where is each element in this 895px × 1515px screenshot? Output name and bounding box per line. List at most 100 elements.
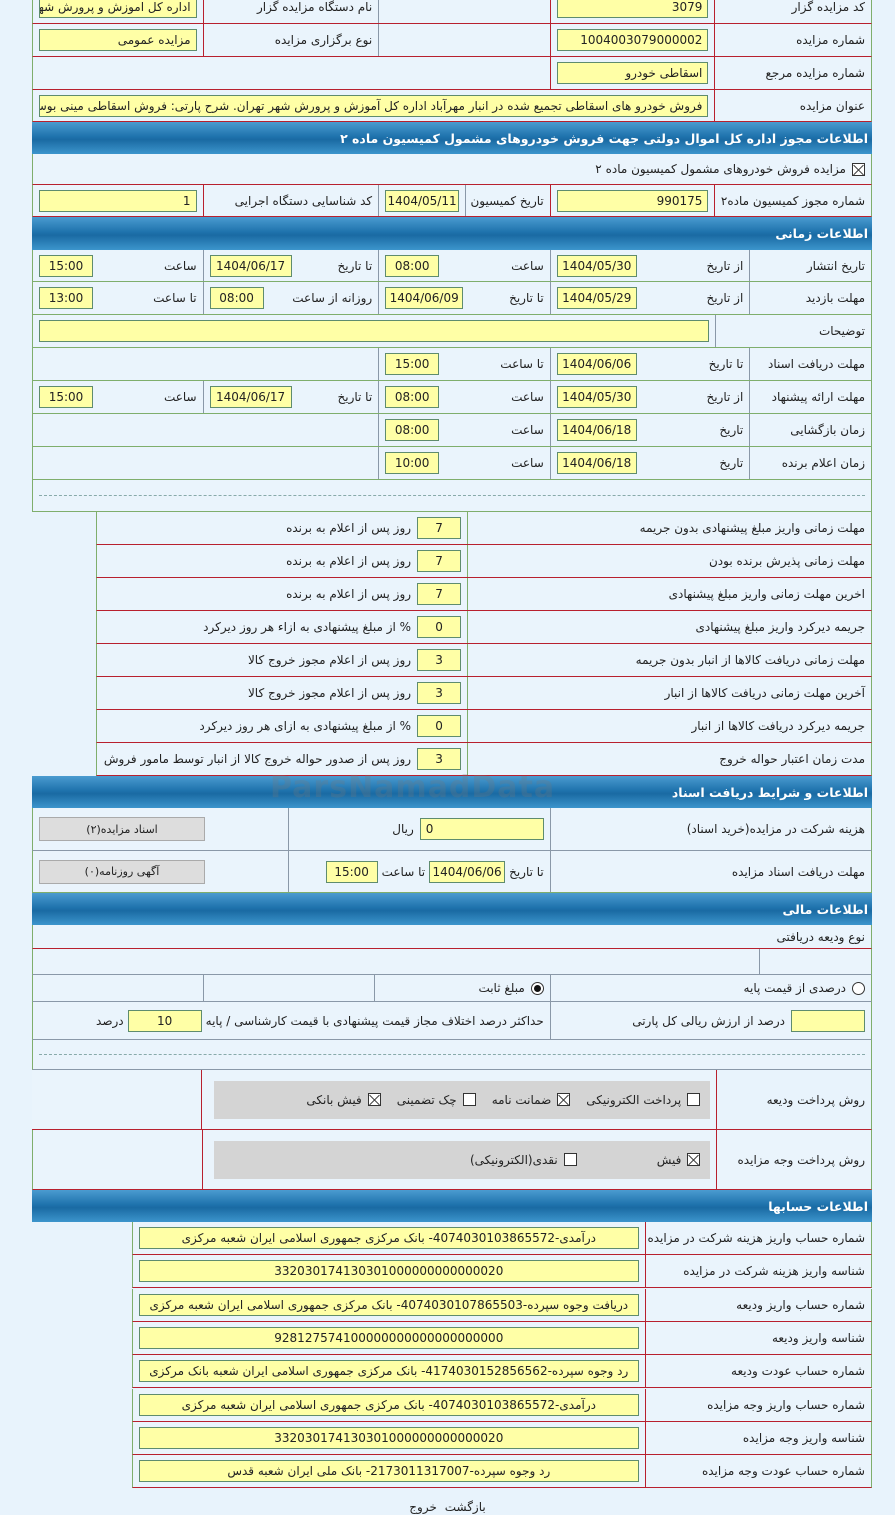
checkbox[interactable] — [367, 1093, 381, 1106]
fixed-amount-radio[interactable] — [530, 981, 544, 995]
doc-cost-field[interactable]: 0 — [419, 818, 544, 840]
publish-to-time[interactable]: 15:00 — [39, 254, 93, 277]
deadline-value-field[interactable]: 3 — [417, 748, 462, 770]
row-doc-cost: هزینه شرکت در مزایده(خرید اسناد) 0 ریال … — [32, 808, 872, 851]
account-value-field[interactable]: رد وجوه سپرده-2173011317007- بانک ملی ای… — [139, 1460, 639, 1483]
offer-from-time[interactable]: 08:00 — [385, 386, 440, 408]
deadline-value-field[interactable]: 3 — [417, 649, 462, 671]
visit-daily-from[interactable]: 08:00 — [209, 287, 264, 309]
percent-of-value-field[interactable] — [791, 1009, 865, 1032]
checkbox-label: مزایده فروش خودروهای مشمول کمیسیون ماده … — [595, 162, 846, 176]
offer-to-date[interactable]: 1404/06/17 — [209, 386, 292, 408]
account-value-field[interactable]: درآمدی-4074030103865572- بانک مرکزی جمهو… — [139, 1393, 639, 1416]
deadline-row: جریمه دیرکرد دریافت کالاها از انبار 0 % از… — [96, 710, 872, 743]
section-header-accounts: اطلاعات حسابها — [32, 1190, 872, 1222]
sub-label: ساعت — [163, 258, 197, 273]
permit-number-field[interactable]: 990175 — [556, 189, 709, 212]
label: شماره حساب واریز ودیعه — [736, 1297, 865, 1312]
auction-docs-button[interactable]: اسناد مزایده(۲) — [39, 817, 205, 841]
label: شناسه واریز ودیعه — [771, 1330, 865, 1345]
account-row: شناسه واریز وجه مزایده 332030174130301000… — [132, 1421, 872, 1455]
sub-label: ساعت — [511, 258, 544, 273]
sub-label: تا تاریخ — [708, 357, 744, 371]
doc-deadline-date-field[interactable]: 1404/06/06 — [429, 860, 506, 883]
sub-label: تا تاریخ — [337, 258, 373, 273]
opening-date[interactable]: 1404/06/18 — [556, 419, 637, 441]
deadline-value-field[interactable]: 0 — [417, 715, 462, 737]
checkbox-option[interactable]: چک تضمینی — [397, 1093, 476, 1107]
label: کد شناسایی دستگاه اجرایی — [202, 185, 379, 216]
deadline-value-field[interactable]: 7 — [417, 517, 462, 539]
deadline-value-field[interactable]: 7 — [417, 550, 462, 572]
visit-from-date[interactable]: 1404/05/29 — [556, 287, 637, 309]
checkbox-option[interactable]: نقدی(الکترونیکی) — [470, 1153, 577, 1167]
section-header-documents: اطلاعات و شرایط دریافت اسناد — [32, 776, 872, 808]
visit-daily-to[interactable]: 13:00 — [39, 287, 93, 309]
publish-to-date[interactable]: 1404/06/17 — [209, 254, 292, 277]
org-name-field[interactable]: اداره کل اموزش و پرورش شهر — [39, 0, 197, 18]
row-payment-method: روش پرداخت وجه مزایده فیش نقدی(الکترونیکی… — [32, 1130, 872, 1190]
account-value-field[interactable]: 928127574100000000000000000000 — [139, 1326, 639, 1349]
checkbox[interactable] — [563, 1153, 577, 1166]
visit-to-date[interactable]: 1404/06/09 — [385, 287, 464, 309]
checkbox[interactable] — [687, 1153, 701, 1166]
notes-field[interactable] — [39, 320, 710, 342]
account-value-field[interactable]: دریافت وجوه سپرده-4074030107865503- بانک… — [139, 1293, 639, 1316]
deadline-value-field[interactable]: 3 — [417, 682, 462, 704]
ref-number-field[interactable]: اسقاطی خودرو — [556, 62, 709, 84]
unit-label: روز پس از اعلام به برنده — [286, 554, 412, 568]
offer-from-date[interactable]: 1404/05/30 — [556, 386, 637, 408]
checkbox-option[interactable]: فیش — [657, 1153, 701, 1167]
account-row: شماره حساب واریز هزینه شرکت در مزایده درآ… — [132, 1222, 872, 1255]
exit-link[interactable]: خروج — [409, 1500, 437, 1514]
auctioneer-code-field[interactable]: 3079 — [556, 0, 709, 18]
docs-to-time[interactable]: 15:00 — [385, 353, 440, 375]
percent-of-base-radio[interactable] — [852, 981, 865, 995]
account-value-field[interactable]: 332030174130301000000000000020 — [139, 1260, 639, 1283]
label: مهلت دریافت اسناد مزایده — [549, 851, 871, 892]
deadline-row: مهلت زمانی دریافت کالاها از انبار بدون ج… — [96, 644, 872, 677]
deadline-value-field[interactable]: 7 — [417, 583, 462, 605]
row-auction-number: شماره مزایده 1004003079000002 نوع برگزار… — [32, 24, 872, 57]
sub-label: تاریخ — [719, 423, 744, 437]
publish-from-date[interactable]: 1404/05/30 — [556, 254, 637, 277]
doc-deadline-time-field[interactable]: 15:00 — [325, 860, 378, 883]
agency-id-field[interactable]: 1 — [38, 189, 197, 212]
account-value-field[interactable]: درآمدی-4074030103865572- بانک مرکزی جمهو… — [139, 1227, 639, 1249]
checkbox-option[interactable]: فیش بانکی — [306, 1093, 381, 1107]
sub-label: از تاریخ — [706, 390, 744, 404]
checkbox[interactable] — [557, 1093, 571, 1106]
label: شماره حساب واریز هزینه شرکت در مزایده — [647, 1231, 865, 1245]
checkbox-label: نقدی(الکترونیکی) — [469, 1152, 558, 1167]
commission-date-field[interactable]: 1404/05/11 — [385, 189, 459, 212]
checkbox-option[interactable]: پرداخت الکترونیکی — [586, 1093, 701, 1107]
label: شماره حساب عودت ودیعه — [731, 1364, 865, 1379]
deadline-row: اخرین مهلت زمانی واریز مبلغ پیشنهادی 7 روز… — [96, 578, 872, 611]
row-separator — [32, 1040, 872, 1070]
radio-label: درصدی از قیمت پایه — [743, 981, 846, 995]
checkbox[interactable] — [462, 1093, 476, 1106]
account-value-field[interactable]: رد وجوه سپرده-4174030152856562- بانک مرک… — [139, 1360, 639, 1383]
label: توضیحات — [818, 324, 865, 338]
checkbox[interactable] — [687, 1093, 701, 1106]
row-separator — [32, 480, 872, 512]
sub-label: تا ساعت — [500, 357, 544, 371]
offer-to-time[interactable]: 15:00 — [39, 386, 93, 408]
opening-time[interactable]: 08:00 — [385, 419, 440, 441]
max-diff-field[interactable]: 10 — [127, 1009, 202, 1032]
payment-methods-group: فیش نقدی(الکترونیکی) — [214, 1140, 711, 1179]
auction-number-field[interactable]: 1004003079000002 — [556, 29, 709, 51]
account-value-field[interactable]: 332030174130301000000000000020 — [139, 1426, 639, 1449]
currency-label: ریال — [392, 822, 414, 836]
auction-type-field[interactable]: مزایده عمومی — [39, 29, 197, 51]
docs-to-date[interactable]: 1404/06/06 — [556, 353, 637, 375]
winner-time[interactable]: 10:00 — [385, 452, 440, 474]
deadline-value-field[interactable]: 0 — [417, 616, 462, 638]
newspaper-ad-button[interactable]: آگهی روزنامه(۰) — [39, 859, 205, 884]
auction-title-field[interactable]: فروش خودرو های اسقاطی تجمیع شده در انبار… — [39, 94, 709, 117]
publish-from-time[interactable]: 08:00 — [385, 254, 440, 277]
checkbox-option[interactable]: ضمانت نامه — [492, 1093, 571, 1107]
back-link[interactable]: بازگشت — [444, 1500, 486, 1514]
winner-date[interactable]: 1404/06/18 — [556, 452, 637, 474]
commission-checkbox[interactable] — [852, 162, 865, 176]
